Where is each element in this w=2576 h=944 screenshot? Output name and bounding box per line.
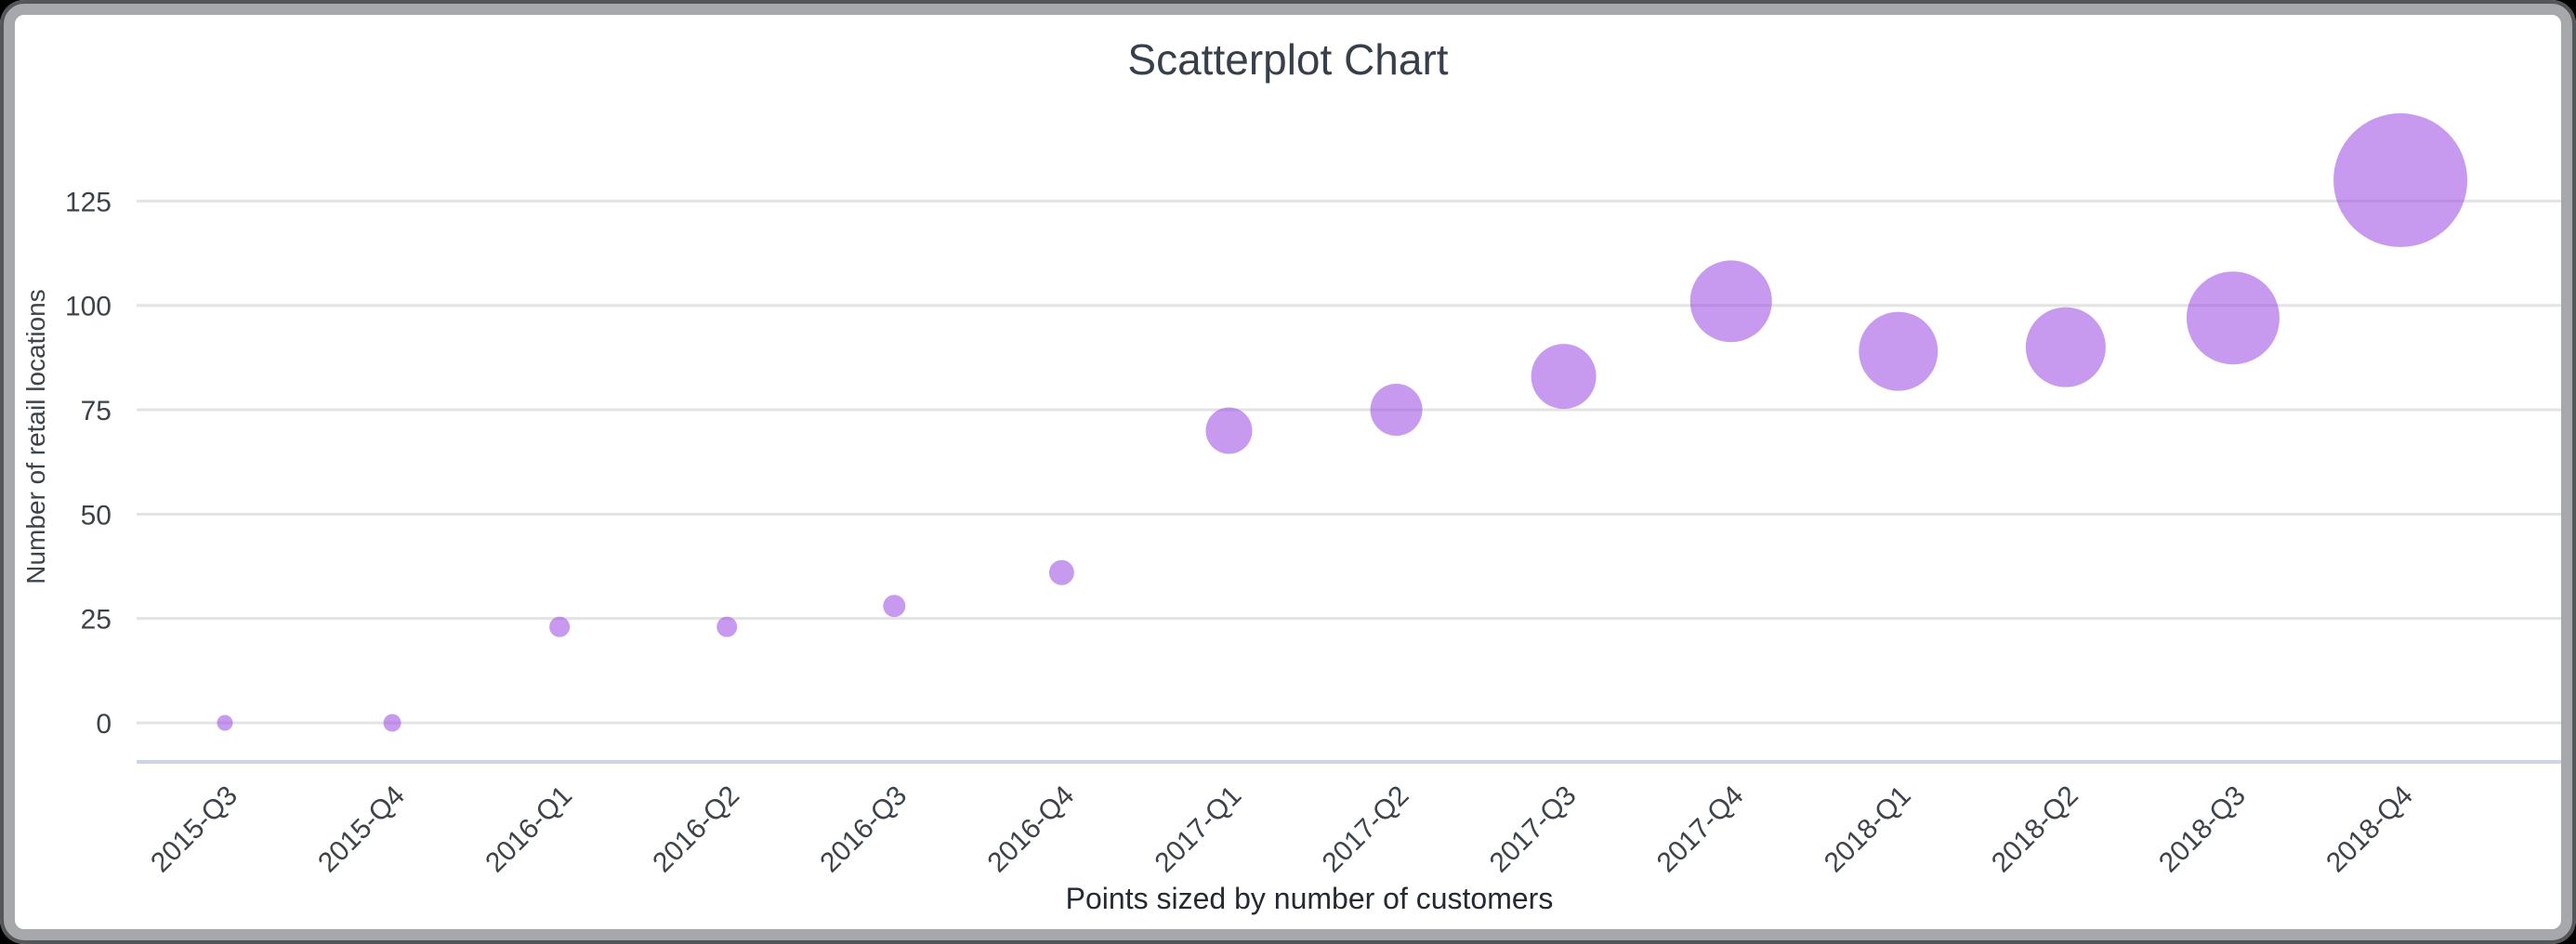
data-point[interactable] bbox=[1859, 311, 1939, 391]
data-point[interactable] bbox=[1370, 384, 1423, 437]
data-point[interactable] bbox=[2025, 307, 2106, 387]
data-point[interactable] bbox=[1048, 559, 1074, 585]
x-axis-label: 2016-Q1 bbox=[480, 780, 578, 879]
y-tick-label: 75 bbox=[81, 396, 112, 426]
x-axis-label: 2015-Q4 bbox=[312, 780, 411, 879]
y-tick-label: 125 bbox=[65, 187, 112, 217]
chart-caption: Points sized by number of customers bbox=[1066, 882, 1554, 915]
y-axis-title: Number of retail locations bbox=[21, 289, 50, 583]
x-axis-label: 2016-Q2 bbox=[647, 780, 745, 879]
x-axis-label: 2017-Q4 bbox=[1651, 780, 1750, 879]
data-point[interactable] bbox=[2186, 271, 2280, 365]
x-axis-label: 2018-Q2 bbox=[1986, 780, 2084, 879]
axis-labels-layer: 0 25 50 75 100 125 2015-Q3 2015-Q4 2016-Q1 2016-Q… bbox=[65, 187, 2419, 878]
data-point[interactable] bbox=[883, 595, 906, 618]
x-axis-label: 2017-Q1 bbox=[1150, 780, 1248, 879]
x-axis-label: 2018-Q4 bbox=[2320, 780, 2419, 879]
x-axis-label: 2017-Q2 bbox=[1317, 780, 1415, 879]
y-tick-label: 0 bbox=[96, 709, 112, 740]
gridlines-layer bbox=[137, 199, 2562, 764]
y-tick-label: 50 bbox=[81, 500, 112, 531]
data-point[interactable] bbox=[1689, 260, 1772, 343]
data-point[interactable] bbox=[383, 714, 401, 732]
data-point[interactable] bbox=[1531, 344, 1597, 410]
data-point[interactable] bbox=[549, 616, 571, 637]
data-point[interactable] bbox=[217, 715, 233, 731]
data-points-layer bbox=[217, 112, 2468, 732]
x-axis-label: 2016-Q4 bbox=[981, 780, 1080, 879]
x-axis-label: 2017-Q3 bbox=[1484, 780, 1583, 879]
data-point[interactable] bbox=[716, 616, 738, 637]
y-tick-label: 100 bbox=[65, 292, 112, 322]
x-axis-label: 2018-Q1 bbox=[1819, 780, 1917, 879]
x-axis-label: 2015-Q3 bbox=[145, 780, 243, 879]
x-axis-label: 2018-Q3 bbox=[2153, 780, 2252, 879]
y-tick-label: 25 bbox=[81, 605, 112, 636]
data-point[interactable] bbox=[2333, 112, 2468, 247]
x-axis-label: 2016-Q3 bbox=[814, 780, 913, 879]
data-point[interactable] bbox=[1205, 407, 1253, 454]
chart-title: Scatterplot Chart bbox=[1127, 35, 1448, 84]
